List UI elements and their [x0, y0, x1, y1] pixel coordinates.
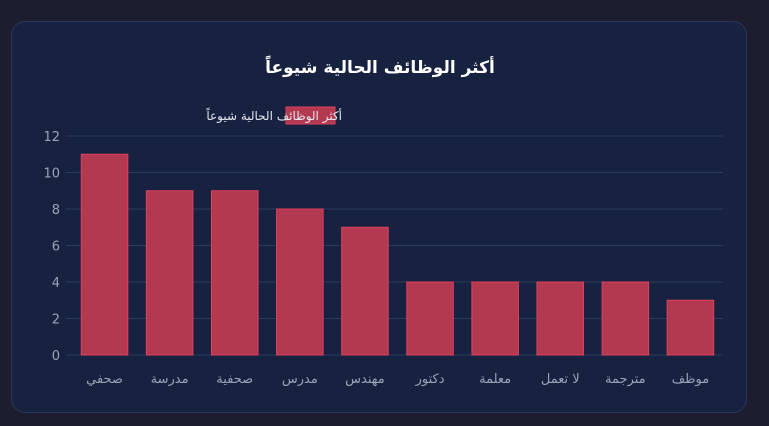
x-tick-label: دكتور [415, 372, 445, 387]
legend-swatch [285, 106, 336, 125]
x-tick-label: صحفي [86, 372, 123, 387]
y-tick-label: 12 [43, 130, 60, 145]
x-tick-label: مدرسة [151, 372, 189, 387]
y-tick-label: 2 [52, 313, 60, 328]
chart-title: أكثر الوظائف الحالية شيوعاً [265, 54, 495, 78]
x-axis: صحفي مدرسة صحفية مدرس مهندس دكتور معلمة لا تعمل… [86, 372, 709, 387]
y-tick-label: 10 [43, 167, 60, 182]
bar-3[interactable] [276, 208, 324, 356]
x-tick-label: مهندس [345, 372, 385, 387]
bar-6[interactable] [471, 281, 519, 356]
y-axis: 0 2 4 6 8 10 12 [43, 130, 60, 364]
y-tick-label: 0 [52, 349, 60, 364]
bar-5[interactable] [406, 281, 454, 356]
bar-8[interactable] [601, 281, 650, 356]
bar-4[interactable] [341, 226, 389, 356]
y-tick-label: 4 [52, 276, 60, 291]
bar-1[interactable] [145, 190, 194, 356]
legend-label: أكثر الوظائف الحالية شيوعاً [206, 107, 342, 124]
x-tick-label: مترجمة [605, 372, 646, 387]
bar-0[interactable] [80, 153, 129, 356]
x-tick-label: لا تعمل [541, 372, 580, 387]
bar-7[interactable] [536, 281, 585, 356]
x-tick-label: صحفية [216, 372, 253, 387]
legend[interactable]: أكثر الوظائف الحالية شيوعاً [206, 106, 342, 125]
x-tick-label: معلمة [479, 372, 511, 387]
bar-2[interactable] [210, 190, 259, 356]
y-tick-label: 6 [52, 240, 60, 255]
bar-9[interactable] [666, 299, 715, 356]
x-tick-label: مدرس [282, 372, 318, 387]
y-tick-label: 8 [52, 203, 60, 218]
x-tick-label: موظف [672, 372, 709, 387]
bars [80, 153, 715, 356]
